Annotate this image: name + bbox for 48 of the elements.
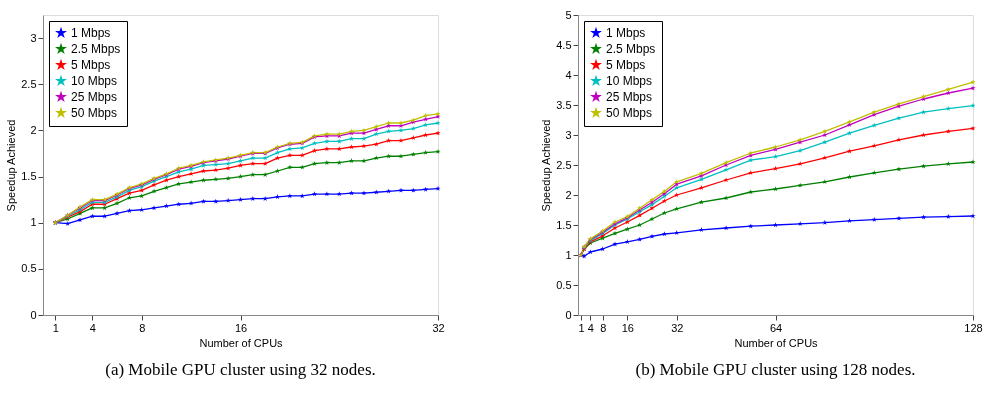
y-tick-label: 0: [565, 308, 572, 321]
y-tick-label: 5: [565, 8, 572, 21]
legend-label: 2.5 Mbps: [71, 42, 121, 56]
x-tick-label: 8: [139, 321, 146, 334]
y-tick-label: 1: [30, 216, 37, 229]
y-tick-label: 1.5: [21, 170, 37, 183]
y-axis-title: Speedup Achieved: [5, 119, 18, 212]
y-tick-label: 0.5: [21, 262, 37, 275]
text: (a) Mobile GPU cluster using 32 nodes.: [105, 360, 376, 379]
x-tick-label: 16: [621, 321, 634, 334]
x-tick-label: 32: [432, 321, 445, 334]
legend-label: 25 Mbps: [606, 90, 653, 104]
x-axis-title: Number of CPUs: [734, 336, 819, 349]
legend-label: 5 Mbps: [71, 58, 111, 72]
x-axis-title: Number of CPUs: [199, 336, 284, 349]
x-tick-label: 32: [671, 321, 684, 334]
legend-label: 50 Mbps: [71, 106, 118, 120]
legend-label: 5 Mbps: [606, 58, 646, 72]
y-tick-label: 1.5: [556, 218, 572, 231]
legend-label: 25 Mbps: [71, 90, 118, 104]
y-tick-label: 3: [30, 31, 37, 44]
x-tick-label: 4: [587, 321, 594, 334]
x-tick-label: 1: [578, 321, 585, 334]
y-tick-label: 2: [30, 123, 37, 136]
legend-label: 10 Mbps: [606, 74, 653, 88]
x-tick-label: 128: [964, 321, 983, 334]
legend-label: 2.5 Mbps: [606, 42, 656, 56]
y-tick-label: 1: [565, 248, 572, 261]
y-tick-label: 2.5: [556, 158, 572, 171]
y-tick-label: 2: [565, 188, 572, 201]
y-tick-label: 3: [565, 128, 572, 141]
legend-label: 1 Mbps: [71, 26, 111, 40]
x-tick-label: 1: [52, 321, 59, 334]
y-tick-label: 3.5: [556, 98, 572, 111]
x-tick-label: 4: [89, 321, 96, 334]
y-tick-label: 0.5: [556, 278, 572, 291]
y-tick-label: 4: [565, 68, 572, 81]
x-tick-label: 64: [769, 321, 783, 334]
legend-label: 10 Mbps: [71, 74, 118, 88]
x-tick-label: 16: [234, 321, 248, 334]
y-tick-label: 2.5: [21, 77, 37, 90]
legend-label: 50 Mbps: [606, 106, 653, 120]
legend-label: 1 Mbps: [606, 26, 646, 40]
text: (b) Mobile GPU cluster using 128 nodes.: [635, 360, 916, 379]
x-tick-label: 8: [600, 321, 607, 334]
y-tick-label: 4.5: [556, 38, 572, 51]
y-tick-label: 0: [30, 308, 37, 321]
y-axis-title: Speedup Achieved: [540, 119, 553, 212]
